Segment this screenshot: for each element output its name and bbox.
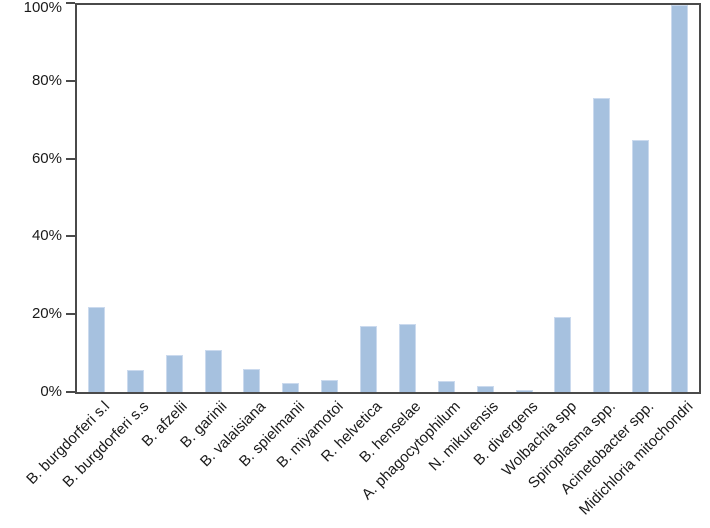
bar-b-miyamotoi <box>321 380 339 392</box>
y-tick-mark-60 <box>66 157 75 160</box>
bar-b-afzelii <box>165 354 183 392</box>
y-tick-label-40: 40% <box>31 227 62 245</box>
plot-area <box>75 3 701 394</box>
y-tick-mark-0 <box>66 391 75 393</box>
bar-midichloria-mitochondri <box>671 5 689 392</box>
y-tick-mark-80 <box>66 79 75 82</box>
bar-b-spielmanii <box>282 382 300 392</box>
bar-r-helvetica <box>360 326 378 392</box>
y-tick-label-60: 60% <box>31 149 62 167</box>
bar-b-burgdorferi-s-s <box>126 369 144 392</box>
bar-b-burgdorferi-s-l <box>87 306 105 392</box>
y-tick-mark-100 <box>66 2 75 4</box>
y-tick-label-0: 0% <box>40 383 62 400</box>
bar-acinetobacter-spp <box>632 140 650 392</box>
bar-n-mikurensis <box>476 386 494 392</box>
y-tick-label-100: 100% <box>23 0 62 16</box>
bar-b-valaisiana <box>243 368 261 392</box>
y-tick-label-80: 80% <box>31 71 62 89</box>
bar-spiroplasma-spp <box>593 97 611 392</box>
y-tick-label-20: 20% <box>31 305 62 323</box>
bar-wolbachia-spp <box>554 317 572 392</box>
bar-b-divergens <box>515 390 533 392</box>
y-tick-mark-20 <box>66 313 75 316</box>
bar-b-henselae <box>398 323 416 392</box>
bar-b-garinii <box>204 349 222 392</box>
bar-a-phagocytophilum <box>437 381 455 392</box>
y-tick-mark-40 <box>66 235 75 238</box>
